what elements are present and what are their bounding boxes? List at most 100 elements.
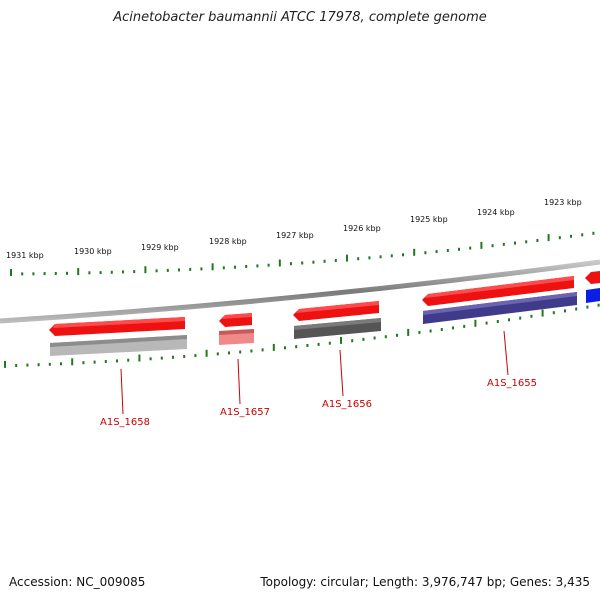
protein-bar (586, 288, 600, 303)
major-tick (547, 234, 550, 242)
minor-tick (452, 326, 454, 330)
minor-tick (178, 268, 180, 272)
gene-label: A1S_1655 (487, 378, 537, 389)
major-tick (205, 349, 208, 357)
gene-a1s-1655[interactable]: A1S_1655 (422, 276, 577, 389)
minor-tick (429, 329, 432, 333)
tick-label: 1926 kbp (343, 224, 381, 233)
minor-tick (597, 303, 600, 307)
minor-tick (239, 350, 242, 354)
minor-tick (564, 309, 566, 313)
minor-tick (82, 361, 85, 365)
minor-tick (99, 271, 102, 275)
major-tick (340, 336, 342, 344)
gene-label: A1S_1656 (322, 399, 372, 410)
genome-summary-text: Topology: circular; Length: 3,976,747 bp… (260, 575, 590, 589)
minor-tick (245, 265, 248, 268)
minor-tick (496, 320, 499, 323)
cds-arrow-highlight (222, 313, 252, 319)
minor-tick (536, 239, 539, 242)
minor-tick (21, 272, 24, 276)
tick-label: 1929 kbp (141, 243, 179, 252)
minor-tick (261, 348, 264, 352)
genome-backbone (0, 259, 600, 324)
minor-tick (200, 267, 203, 271)
major-tick (474, 319, 477, 327)
minor-tick (183, 355, 186, 358)
minor-tick (508, 318, 510, 322)
minor-tick (514, 241, 516, 245)
minor-tick (581, 233, 584, 237)
protein-bar-shine (50, 335, 187, 347)
minor-tick (301, 261, 304, 265)
minor-tick (306, 344, 309, 347)
minor-tick (485, 321, 488, 325)
gene-a1s-1657[interactable]: A1S_1657 (219, 313, 270, 418)
tick-label: 1925 kbp (410, 215, 448, 224)
minor-tick (502, 242, 505, 246)
minor-tick (228, 351, 230, 355)
minor-tick (15, 364, 18, 367)
minor-tick (216, 352, 219, 356)
minor-tick (295, 345, 298, 349)
minor-tick (110, 270, 113, 274)
minor-tick (446, 249, 449, 252)
minor-tick (525, 240, 528, 244)
gene-partial-right[interactable] (585, 271, 600, 303)
major-tick (211, 263, 214, 271)
minor-tick (469, 246, 472, 250)
major-tick (480, 241, 483, 249)
minor-tick (104, 360, 107, 363)
cds-arrow-highlight (296, 301, 379, 313)
minor-tick (256, 264, 259, 268)
minor-tick (234, 265, 236, 269)
major-tick (144, 266, 147, 274)
tick-label: 1924 kbp (477, 208, 515, 217)
cds-arrow (585, 271, 600, 284)
gene-a1s-1658[interactable]: A1S_1658 (49, 317, 187, 428)
gene-a1s-1656[interactable]: A1S_1656 (293, 301, 381, 410)
major-tick (541, 309, 544, 317)
minor-tick (570, 234, 572, 238)
cds-arrow-highlight (425, 276, 574, 298)
minor-tick (26, 363, 29, 367)
minor-tick (530, 314, 533, 318)
minor-tick (133, 270, 136, 274)
major-tick (272, 343, 275, 351)
minor-tick (402, 253, 404, 257)
minor-tick (435, 250, 438, 254)
tick-label: 1931 kbp (6, 251, 44, 260)
minor-tick (166, 268, 169, 272)
major-tick (138, 354, 141, 362)
minor-tick (390, 254, 393, 258)
minor-tick (463, 324, 466, 328)
gene-label: A1S_1658 (100, 417, 150, 428)
tick-label: 1927 kbp (276, 231, 314, 240)
minor-tick (43, 272, 46, 276)
minor-tick (362, 337, 365, 341)
protein-bar-shine (294, 318, 381, 330)
inner-scale-ruler (4, 303, 600, 368)
minor-tick (368, 256, 371, 260)
minor-tick (127, 358, 130, 362)
minor-tick (491, 244, 494, 248)
minor-tick (592, 231, 595, 235)
major-tick (407, 328, 410, 336)
accession-text: Accession: NC_009085 (9, 575, 146, 589)
minor-tick (575, 307, 578, 311)
minor-tick (586, 305, 589, 309)
tick-labels: 1931 kbp 1930 kbp 1929 kbp 1928 kbp 1927… (6, 198, 582, 260)
minor-tick (160, 356, 163, 360)
minor-tick (54, 272, 57, 275)
minor-tick (66, 271, 68, 275)
minor-tick (149, 357, 152, 361)
tick-label: 1923 kbp (544, 198, 582, 207)
protein-bar-shine (219, 329, 254, 335)
minor-tick (396, 333, 398, 337)
minor-tick (334, 259, 337, 262)
map-title: Acinetobacter baumannii ATCC 17978, comp… (113, 10, 487, 25)
tick-label: 1928 kbp (209, 237, 247, 246)
minor-tick (552, 311, 555, 315)
minor-tick (155, 269, 158, 273)
gene-label: A1S_1657 (220, 407, 270, 418)
